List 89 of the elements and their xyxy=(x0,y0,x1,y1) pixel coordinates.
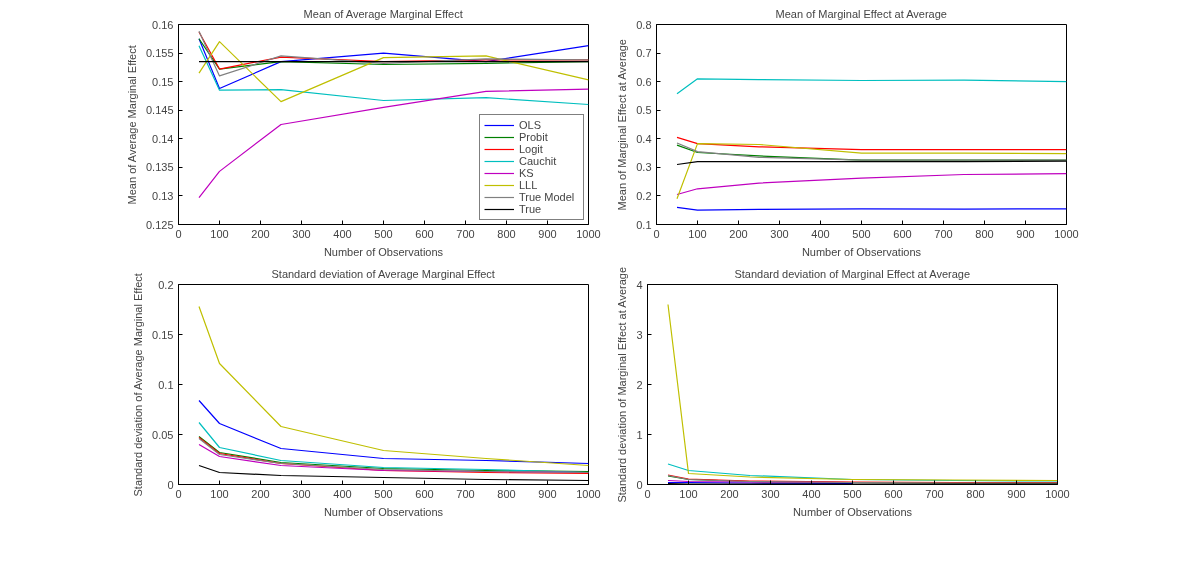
x-axis-title: Number of Observations xyxy=(792,505,913,518)
x-tick-label: 600 xyxy=(415,227,434,240)
y-tick-label: 2 xyxy=(636,378,643,391)
x-tick-label: 300 xyxy=(292,227,311,240)
x-tick-label: 500 xyxy=(374,487,393,500)
y-axis-title: Standard deviation of Average Marginal Effect xyxy=(132,273,145,497)
x-tick-label: 900 xyxy=(538,227,557,240)
x-tick-label: 1000 xyxy=(576,487,601,500)
x-tick-label: 400 xyxy=(333,227,352,240)
x-tick-label: 300 xyxy=(770,227,789,240)
x-tick-label: 700 xyxy=(925,487,944,500)
legend-label: LLL xyxy=(519,179,539,191)
x-tick-label: 800 xyxy=(497,487,516,500)
x-tick-label: 100 xyxy=(679,487,698,500)
x-axis-title: Number of Observations xyxy=(323,245,444,258)
x-tick-label: 400 xyxy=(802,487,821,500)
x-tick-label: 500 xyxy=(852,227,871,240)
x-tick-label: 500 xyxy=(843,487,862,500)
y-tick-label: 0.13 xyxy=(152,189,174,202)
x-tick-label: 700 xyxy=(456,227,475,240)
y-tick-label: 0.1 xyxy=(636,218,652,231)
y-tick-label: 1 xyxy=(636,428,643,441)
x-tick-label: 400 xyxy=(333,487,352,500)
y-tick-label: 0.3 xyxy=(636,161,652,174)
chart-title: Standard deviation of Average Marginal Effect xyxy=(271,267,495,280)
y-axis-title: Mean of Average Marginal Effect xyxy=(125,45,138,205)
x-tick-label: 300 xyxy=(292,487,311,500)
x-tick-label: 800 xyxy=(497,227,516,240)
x-tick-label: 400 xyxy=(811,227,830,240)
y-axis-title: Standard deviation of Marginal Effect at Average xyxy=(616,266,629,503)
y-tick-label: 0.2 xyxy=(158,278,174,291)
x-tick-label: 0 xyxy=(653,227,660,240)
y-tick-label: 0.1 xyxy=(158,378,174,391)
x-tick-label: 200 xyxy=(251,487,270,500)
x-tick-label: 900 xyxy=(538,487,557,500)
y-tick-label: 0.145 xyxy=(145,104,174,117)
x-tick-label: 200 xyxy=(720,487,739,500)
y-tick-label: 0.6 xyxy=(636,75,652,88)
x-tick-label: 100 xyxy=(210,227,229,240)
y-tick-label: 0.15 xyxy=(152,328,174,341)
y-tick-label: 0.16 xyxy=(152,18,174,31)
y-tick-label: 0.125 xyxy=(145,218,174,231)
x-tick-label: 600 xyxy=(884,487,903,500)
y-tick-label: 0.2 xyxy=(636,189,652,202)
y-tick-label: 0.135 xyxy=(145,161,174,174)
x-tick-label: 900 xyxy=(1016,227,1035,240)
chart-title: Standard deviation of Marginal Effect at Average xyxy=(734,267,971,280)
x-tick-label: 100 xyxy=(210,487,229,500)
y-tick-label: 3 xyxy=(636,328,643,341)
chart-title: Mean of Marginal Effect at Average xyxy=(775,7,947,20)
y-tick-label: 0.5 xyxy=(636,104,652,117)
x-tick-label: 0 xyxy=(175,487,182,500)
x-tick-label: 700 xyxy=(456,487,475,500)
y-tick-label: 4 xyxy=(636,278,643,291)
legend-label: OLS xyxy=(519,119,542,131)
x-tick-label: 1000 xyxy=(1054,227,1079,240)
x-tick-label: 800 xyxy=(975,227,994,240)
y-tick-label: 0.14 xyxy=(152,132,174,145)
legend-label: Cauchit xyxy=(519,155,558,167)
x-tick-label: 1000 xyxy=(1045,487,1070,500)
y-tick-label: 0.8 xyxy=(636,18,652,31)
legend-label: True xyxy=(519,203,543,215)
x-tick-label: 600 xyxy=(415,487,434,500)
x-tick-label: 300 xyxy=(761,487,780,500)
y-tick-label: 0.7 xyxy=(636,47,652,60)
legend-label: Logit xyxy=(519,143,544,155)
x-tick-label: 200 xyxy=(729,227,748,240)
legend-label: KS xyxy=(519,167,535,179)
y-tick-label: 0.05 xyxy=(152,428,174,441)
x-tick-label: 100 xyxy=(688,227,707,240)
y-tick-label: 0.155 xyxy=(145,47,174,60)
x-tick-label: 900 xyxy=(1007,487,1026,500)
y-tick-label: 0 xyxy=(636,478,643,491)
x-axis-title: Number of Observations xyxy=(801,245,922,258)
legend-label: True Model xyxy=(519,191,576,203)
x-axis-title: Number of Observations xyxy=(323,505,444,518)
x-tick-label: 700 xyxy=(934,227,953,240)
x-tick-label: 500 xyxy=(374,227,393,240)
x-tick-label: 0 xyxy=(175,227,182,240)
x-tick-label: 200 xyxy=(251,227,270,240)
y-axis-title: Mean of Marginal Effect at Average xyxy=(616,39,629,211)
chart-title: Mean of Average Marginal Effect xyxy=(303,7,463,20)
y-tick-label: 0.4 xyxy=(636,132,652,145)
y-tick-label: 0.15 xyxy=(152,75,174,88)
x-tick-label: 600 xyxy=(893,227,912,240)
x-tick-label: 800 xyxy=(966,487,985,500)
legend-label: Probit xyxy=(519,131,549,143)
y-tick-label: 0 xyxy=(167,478,174,491)
x-tick-label: 1000 xyxy=(576,227,601,240)
